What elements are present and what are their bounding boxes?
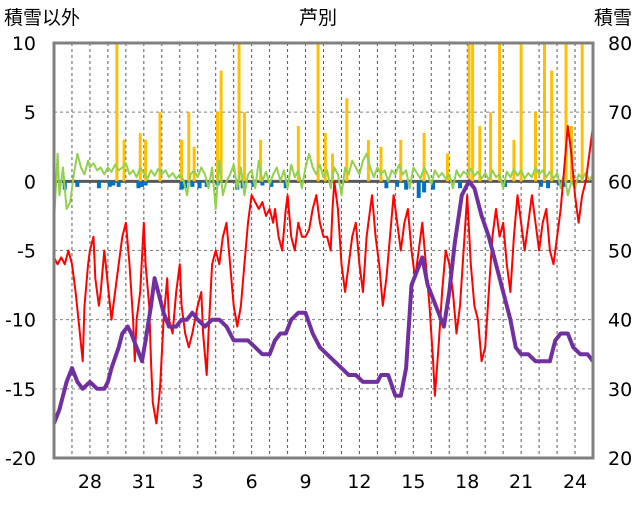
- precip-bar: [471, 43, 475, 182]
- precip-bar: [187, 112, 191, 182]
- negative-bar: [422, 181, 427, 193]
- negative-bar: [140, 181, 145, 187]
- negative-bar: [75, 181, 80, 187]
- precip-bar: [316, 43, 320, 182]
- lines: [52, 125, 595, 425]
- wind-line: [53, 152, 594, 223]
- precip-bar: [564, 43, 568, 182]
- precip-bar: [144, 139, 148, 182]
- precip-bar: [158, 112, 162, 182]
- precip-bar: [180, 139, 184, 182]
- negative-bar: [179, 181, 184, 190]
- precip-bar: [330, 153, 334, 182]
- precip-bar: [445, 153, 449, 182]
- precip-bar: [467, 43, 471, 182]
- right-tick-label: 40: [608, 310, 632, 332]
- negative-bar: [116, 181, 121, 187]
- negative-bar: [546, 181, 551, 189]
- negative-bar: [431, 181, 436, 190]
- precip-bar: [498, 43, 502, 182]
- right-tick-label: 60: [608, 171, 632, 193]
- precip-bar: [115, 43, 119, 182]
- x-tick-label: 31: [132, 471, 156, 493]
- right-tick-label: 80: [608, 33, 632, 55]
- x-tick-label: 15: [401, 471, 425, 493]
- negative-bar: [283, 181, 288, 189]
- precip-bar: [512, 139, 516, 182]
- negative-bar: [538, 181, 543, 187]
- x-tick-label: 24: [563, 471, 587, 493]
- precip-bar: [489, 112, 493, 182]
- negative-bar: [96, 181, 101, 189]
- right-axis-title: 積雪: [594, 7, 632, 29]
- negative-bar: [562, 181, 567, 187]
- negative-bar: [190, 181, 195, 187]
- x-tick-label: 3: [192, 471, 204, 493]
- negative-bar: [111, 181, 116, 186]
- precip-bar: [422, 132, 426, 182]
- negative-bar: [404, 181, 409, 190]
- precip-bar: [345, 98, 349, 182]
- negative-bar: [260, 181, 265, 186]
- snow-depth-line: [52, 179, 595, 425]
- right-tick-label: 50: [608, 241, 632, 263]
- left-axis-title: 積雪以外: [4, 7, 80, 29]
- plot-frame: [52, 41, 595, 460]
- left-tick-label: -15: [5, 379, 36, 401]
- negative-bar: [395, 181, 400, 187]
- chart-title: 芦別: [299, 7, 337, 29]
- negative-bar: [136, 181, 141, 189]
- precip-bar: [550, 70, 554, 182]
- precip-bar: [259, 139, 263, 182]
- x-tick-label: 6: [246, 471, 258, 493]
- negative-bar: [143, 181, 148, 186]
- negative-bar: [197, 181, 202, 189]
- left-tick-label: -20: [5, 448, 36, 470]
- precip-bar: [138, 132, 142, 182]
- temperature-line: [53, 125, 594, 425]
- left-tick-label: 5: [24, 102, 36, 124]
- right-tick-label: 70: [608, 102, 632, 124]
- precip-bar: [219, 70, 223, 182]
- negative-bar: [458, 181, 463, 189]
- precip-bar: [379, 146, 383, 182]
- x-tick-label: 21: [509, 471, 533, 493]
- x-tick-label: 28: [78, 471, 102, 493]
- x-tick-label: 9: [299, 471, 311, 493]
- precip-bar: [534, 112, 538, 182]
- x-tick-label: 18: [455, 471, 479, 493]
- precip-bar: [215, 112, 219, 182]
- right-tick-label: 20: [608, 448, 632, 470]
- right-tick-label: 30: [608, 379, 632, 401]
- precip-bar: [296, 126, 300, 182]
- precip-bar: [242, 112, 246, 182]
- precip-bar: [519, 43, 523, 182]
- negative-bar: [384, 181, 389, 189]
- precip-bar: [399, 139, 403, 182]
- x-tick-label: 12: [347, 471, 371, 493]
- left-tick-label: -5: [17, 241, 36, 263]
- negative-bar: [107, 181, 112, 187]
- precip-bar: [323, 132, 327, 182]
- left-tick-label: 10: [12, 33, 36, 55]
- precip-bar: [122, 139, 126, 182]
- precip-bar: [542, 43, 546, 182]
- precip-bar: [237, 43, 241, 182]
- negative-bar: [416, 181, 421, 198]
- negative-bar: [269, 181, 274, 187]
- left-tick-label: -10: [5, 310, 36, 332]
- precip-bar: [478, 126, 482, 182]
- precip-bar: [580, 43, 584, 182]
- left-tick-label: 0: [24, 171, 36, 193]
- precip-bar: [192, 146, 196, 182]
